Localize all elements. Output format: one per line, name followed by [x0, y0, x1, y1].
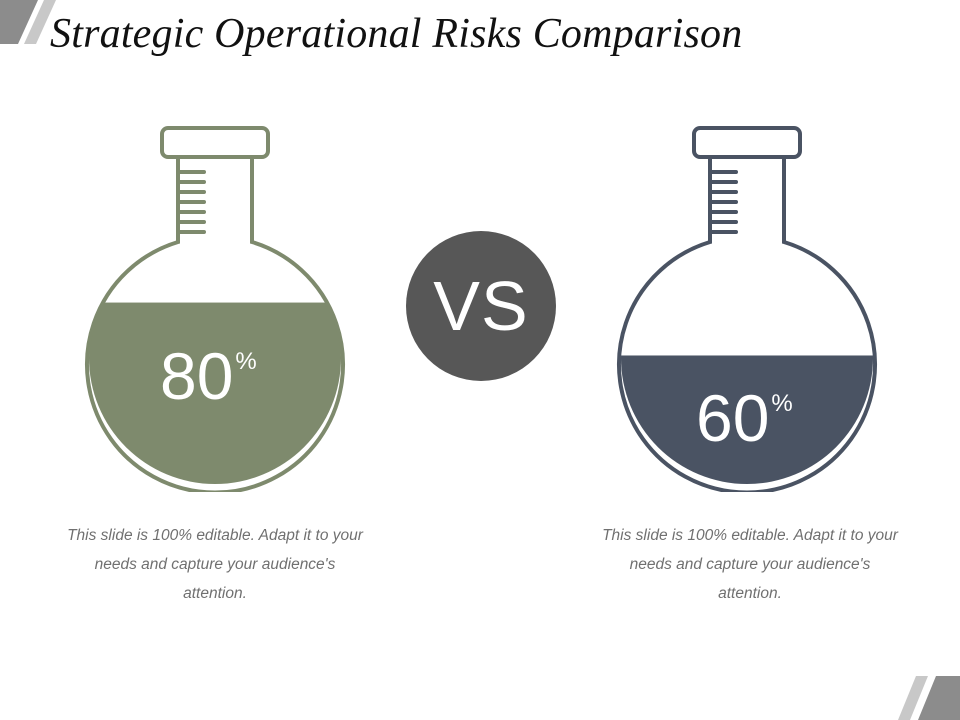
flask-left-caption: This slide is 100% editable. Adapt it to… — [67, 527, 363, 602]
flask-left-outline — [85, 157, 345, 492]
flask-left-percent-sign: % — [235, 348, 257, 375]
flask-right-percentage: 60% — [696, 380, 793, 456]
flask-right-outline — [617, 157, 877, 492]
page-title: Strategic Operational Risks Comparison — [50, 11, 743, 57]
corner-decoration-bottom-right — [898, 676, 960, 720]
flask-right — [617, 126, 877, 492]
flask-right-caption: This slide is 100% editable. Adapt it to… — [602, 527, 898, 602]
flask-right-percent-sign: % — [771, 390, 793, 417]
vs-badge: VS — [406, 231, 556, 381]
flask-left-cap — [160, 126, 270, 159]
flask-right-value: 60 — [696, 381, 770, 455]
flask-left-graduations — [178, 170, 206, 234]
flask-right-cap — [692, 126, 802, 159]
flask-left — [85, 126, 345, 492]
corner-decoration-top-left — [0, 0, 56, 44]
flask-left-value: 80 — [160, 339, 234, 413]
flask-left-percentage: 80% — [160, 338, 257, 414]
flask-right-graduations — [710, 170, 738, 234]
